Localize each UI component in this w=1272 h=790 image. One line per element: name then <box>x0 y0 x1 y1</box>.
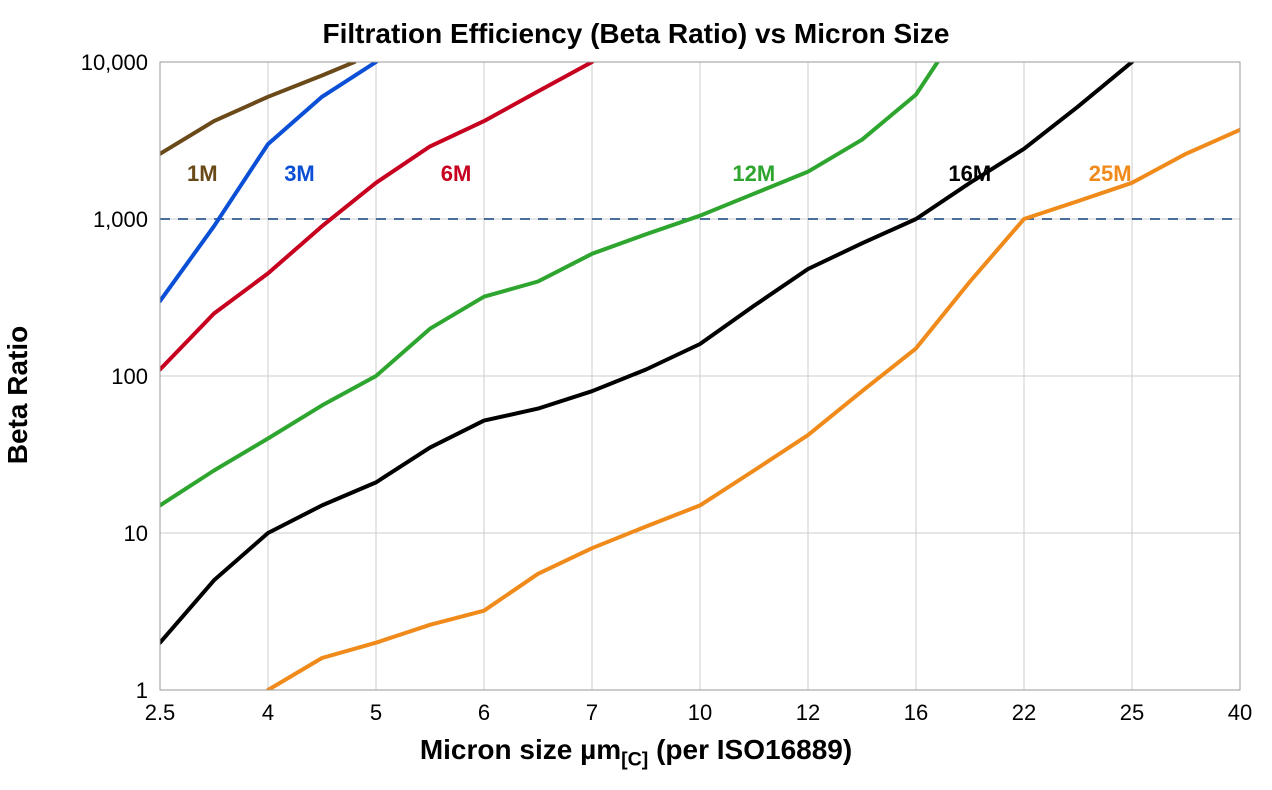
x-tick-label: 25 <box>1120 700 1144 725</box>
series-label-12M: 12M <box>732 161 775 186</box>
series-label-3M: 3M <box>284 161 315 186</box>
chart-svg: 2.5 4 5 6 7 10 12 16 22 25 40 1 10 100 1,000 10,000 1M 3M… <box>0 0 1272 790</box>
x-tick-label: 12 <box>796 700 820 725</box>
x-tick-label: 10 <box>688 700 712 725</box>
x-tick-label: 5 <box>370 700 382 725</box>
series-label-6M: 6M <box>441 161 472 186</box>
y-tick-label: 1 <box>136 678 148 703</box>
chart-container: Filtration Efficiency (Beta Ratio) vs Mi… <box>0 0 1272 790</box>
y-tick-label: 10,000 <box>81 50 148 75</box>
y-tick-label: 100 <box>111 364 148 389</box>
x-tick-label: 16 <box>904 700 928 725</box>
x-tick-label: 7 <box>586 700 598 725</box>
y-tick-label: 10 <box>124 521 148 546</box>
series-label-16M: 16M <box>948 161 991 186</box>
x-tick-label: 4 <box>262 700 274 725</box>
series-label-25M: 25M <box>1089 161 1132 186</box>
x-tick-label: 40 <box>1228 700 1252 725</box>
x-tick-label: 2.5 <box>145 700 176 725</box>
series-label-1M: 1M <box>187 161 218 186</box>
y-tick-label: 1,000 <box>93 207 148 232</box>
x-tick-label: 6 <box>478 700 490 725</box>
x-tick-label: 22 <box>1012 700 1036 725</box>
